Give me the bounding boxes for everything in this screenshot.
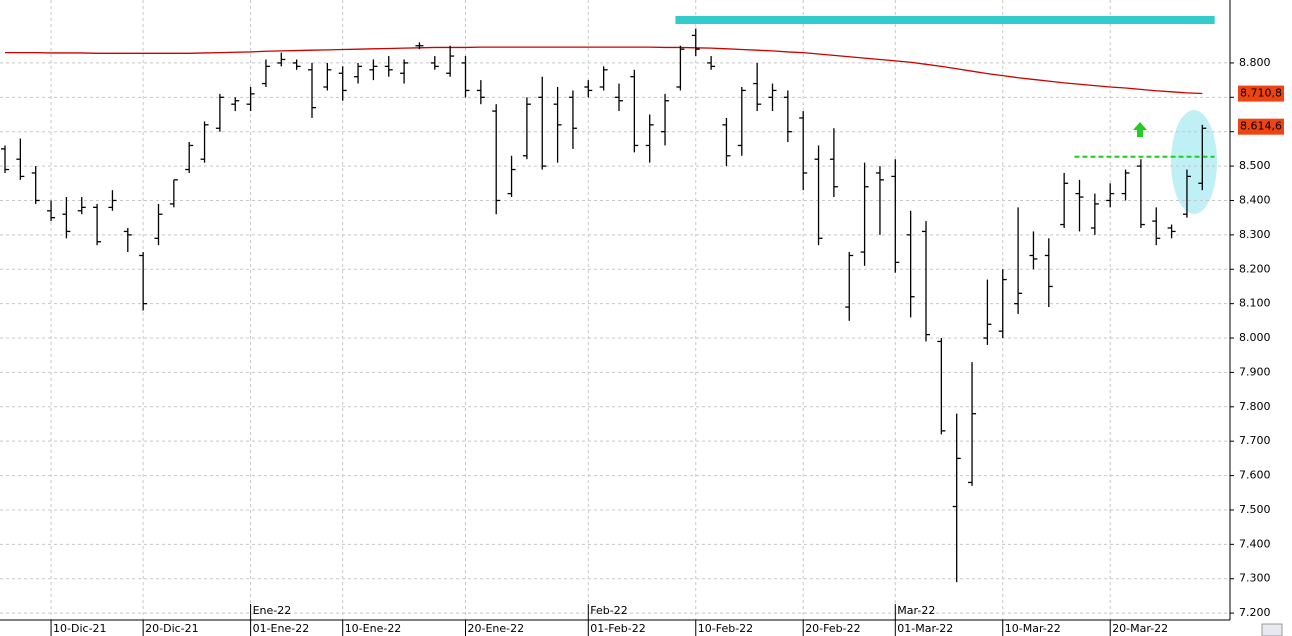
x-tick-label: 20-Feb-22: [805, 622, 860, 635]
y-tick-label: 7.300: [1239, 572, 1271, 585]
x-tick-label: 01-Mar-22: [897, 622, 953, 635]
y-tick-label: 8.200: [1239, 262, 1271, 275]
month-label: Feb-22: [590, 604, 627, 617]
y-tick-label: 7.700: [1239, 434, 1271, 447]
x-tick-label: 01-Feb-22: [590, 622, 645, 635]
y-tick-label: 7.400: [1239, 537, 1271, 550]
up-arrow: [1133, 122, 1147, 137]
plot: [1, 15, 1215, 583]
grid: [0, 0, 1230, 620]
y-tick-label: 8.100: [1239, 297, 1271, 310]
x-tick-label: 10-Ene-22: [345, 622, 402, 635]
x-tick-label: 20-Ene-22: [468, 622, 525, 635]
corner-icon: [1261, 623, 1283, 636]
y-tick-label: 7.800: [1239, 400, 1271, 413]
y-tick-label: 7.900: [1239, 365, 1271, 378]
y-tick-label: 8.300: [1239, 228, 1271, 241]
y-tick-label: 8.800: [1239, 56, 1271, 69]
moving-average: [5, 46, 1203, 95]
y-tick-label: 7.500: [1239, 503, 1271, 516]
y-tick-label: 8.400: [1239, 193, 1271, 206]
axes: 7.200 7.300 7.400 7.500 7.600 7.700 7.800 7.900…: [50, 56, 1284, 636]
x-tick-label: 10-Mar-22: [1005, 622, 1061, 635]
y-tick-label: 7.600: [1239, 469, 1271, 482]
x-tick-label: 01-Ene-22: [253, 622, 310, 635]
highlight-ellipse: [1171, 110, 1217, 214]
y-tick-label: 8.500: [1239, 159, 1271, 172]
x-tick-label: 10-Dic-21: [53, 622, 107, 635]
value-badge-label: 8.710,8: [1240, 87, 1282, 100]
value-badge: [1238, 85, 1284, 102]
value-badge-label: 8.614,6: [1240, 120, 1282, 133]
y-tick-label: 8.000: [1239, 331, 1271, 344]
month-label: Mar-22: [897, 604, 935, 617]
y-tick-label: 7.200: [1239, 606, 1271, 619]
value-badge: [1238, 118, 1284, 135]
x-tick-label: 20-Mar-22: [1112, 622, 1168, 635]
x-tick-label: 20-Dic-21: [145, 622, 199, 635]
x-tick-label: 10-Feb-22: [698, 622, 753, 635]
month-label: Ene-22: [253, 604, 292, 617]
